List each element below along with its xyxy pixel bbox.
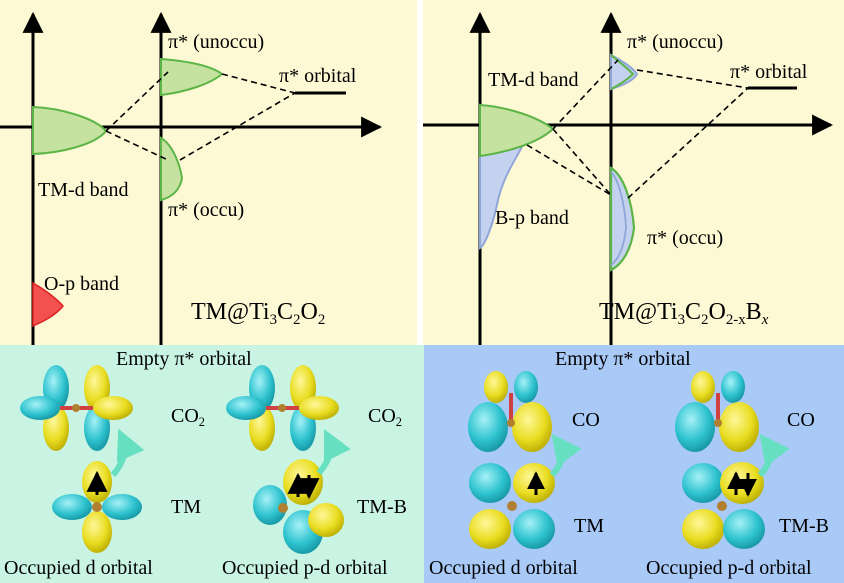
co2-label-1: CO2	[171, 405, 205, 429]
bottom-left-orbital-panel: Empty π* orbital CO2 CO2 TM TM-B Occupie…	[0, 345, 424, 583]
o-p-band-label: O-p band	[44, 273, 119, 295]
tm-d-band-peak	[32, 105, 108, 156]
tm-b-label: TM-B	[357, 496, 407, 518]
tm-d-band-label: TM-d band	[488, 69, 579, 91]
hybridization-lines	[105, 71, 296, 161]
tm-b-pd-orbital	[253, 459, 344, 554]
pi-occupied-peak	[609, 166, 636, 272]
pi-orbital-label: π* orbital	[730, 61, 808, 83]
co-pi-orbital-2	[675, 371, 759, 452]
co-label-1: CO	[572, 409, 600, 431]
bottom-right-orbital-panel: Empty π* orbital CO CO TM TM-B Occupied …	[424, 345, 844, 583]
co-pi-orbital-1	[468, 371, 552, 452]
transfer-arrow-2	[757, 433, 790, 478]
bottom-right-orbital-graphics	[468, 371, 790, 549]
tm-b-pd-orbital	[682, 462, 765, 549]
pi-occu-label: π* (occu)	[647, 227, 724, 249]
tm-label: TM	[171, 496, 201, 518]
tm-b-label: TM-B	[779, 515, 829, 537]
transfer-arrow-1	[110, 428, 145, 477]
occupied-pd-orbital-label: Occupied p-d orbital	[646, 557, 812, 579]
top-left-energy-diagram: π* (unoccu) π* orbital TM-d band π* (occ…	[0, 0, 417, 345]
bottom-left-orbital-graphics	[20, 365, 351, 554]
pi-unoccu-label: π* (unoccu)	[168, 31, 265, 53]
top-left-diagram-graphics	[0, 11, 383, 345]
co-label-2: CO	[787, 409, 815, 431]
transfer-arrow-1	[549, 433, 582, 478]
tm-d-orbital	[52, 461, 142, 553]
hybridization-lines	[526, 59, 749, 199]
pi-unoccupied-peak	[160, 57, 224, 97]
formula-tm-ti3c2o2-xbx: TM@Ti3C2O2-xBx	[599, 299, 769, 328]
pi-occupied-peak	[160, 136, 184, 202]
empty-orbital-label: Empty π* orbital	[116, 348, 252, 370]
tm-d-orbital	[469, 463, 555, 549]
top-right-diagram-graphics	[423, 11, 834, 345]
pi-unoccu-label: π* (unoccu)	[627, 31, 724, 53]
transfer-arrow-2	[316, 428, 351, 475]
co2-pi-orbital-1	[20, 365, 133, 451]
pi-unoccupied-peak-b	[610, 53, 639, 91]
pi-occupied-peak-inner	[610, 171, 627, 266]
tm-d-band-peak	[479, 103, 555, 158]
empty-orbital-label: Empty π* orbital	[555, 348, 691, 370]
occupied-d-orbital-label: Occupied d orbital	[4, 557, 153, 579]
tm-d-band-label: TM-d band	[38, 179, 129, 201]
co2-pi-orbital-2	[226, 365, 339, 451]
formula-tm-ti3c2o2: TM@Ti3C2O2	[191, 299, 326, 328]
co2-label-2: CO2	[368, 405, 402, 429]
o-p-band-peak	[32, 281, 64, 328]
occupied-d-orbital-label: Occupied d orbital	[429, 557, 578, 579]
pi-orbital-label: π* orbital	[279, 65, 357, 87]
occupied-pd-orbital-label: Occupied p-d orbital	[222, 557, 388, 579]
b-p-band-label: B-p band	[495, 207, 569, 229]
tm-label: TM	[574, 515, 604, 537]
top-right-energy-diagram: π* (unoccu) TM-d band π* orbital B-p ban…	[423, 0, 844, 345]
pi-occu-label: π* (occu)	[168, 199, 245, 221]
